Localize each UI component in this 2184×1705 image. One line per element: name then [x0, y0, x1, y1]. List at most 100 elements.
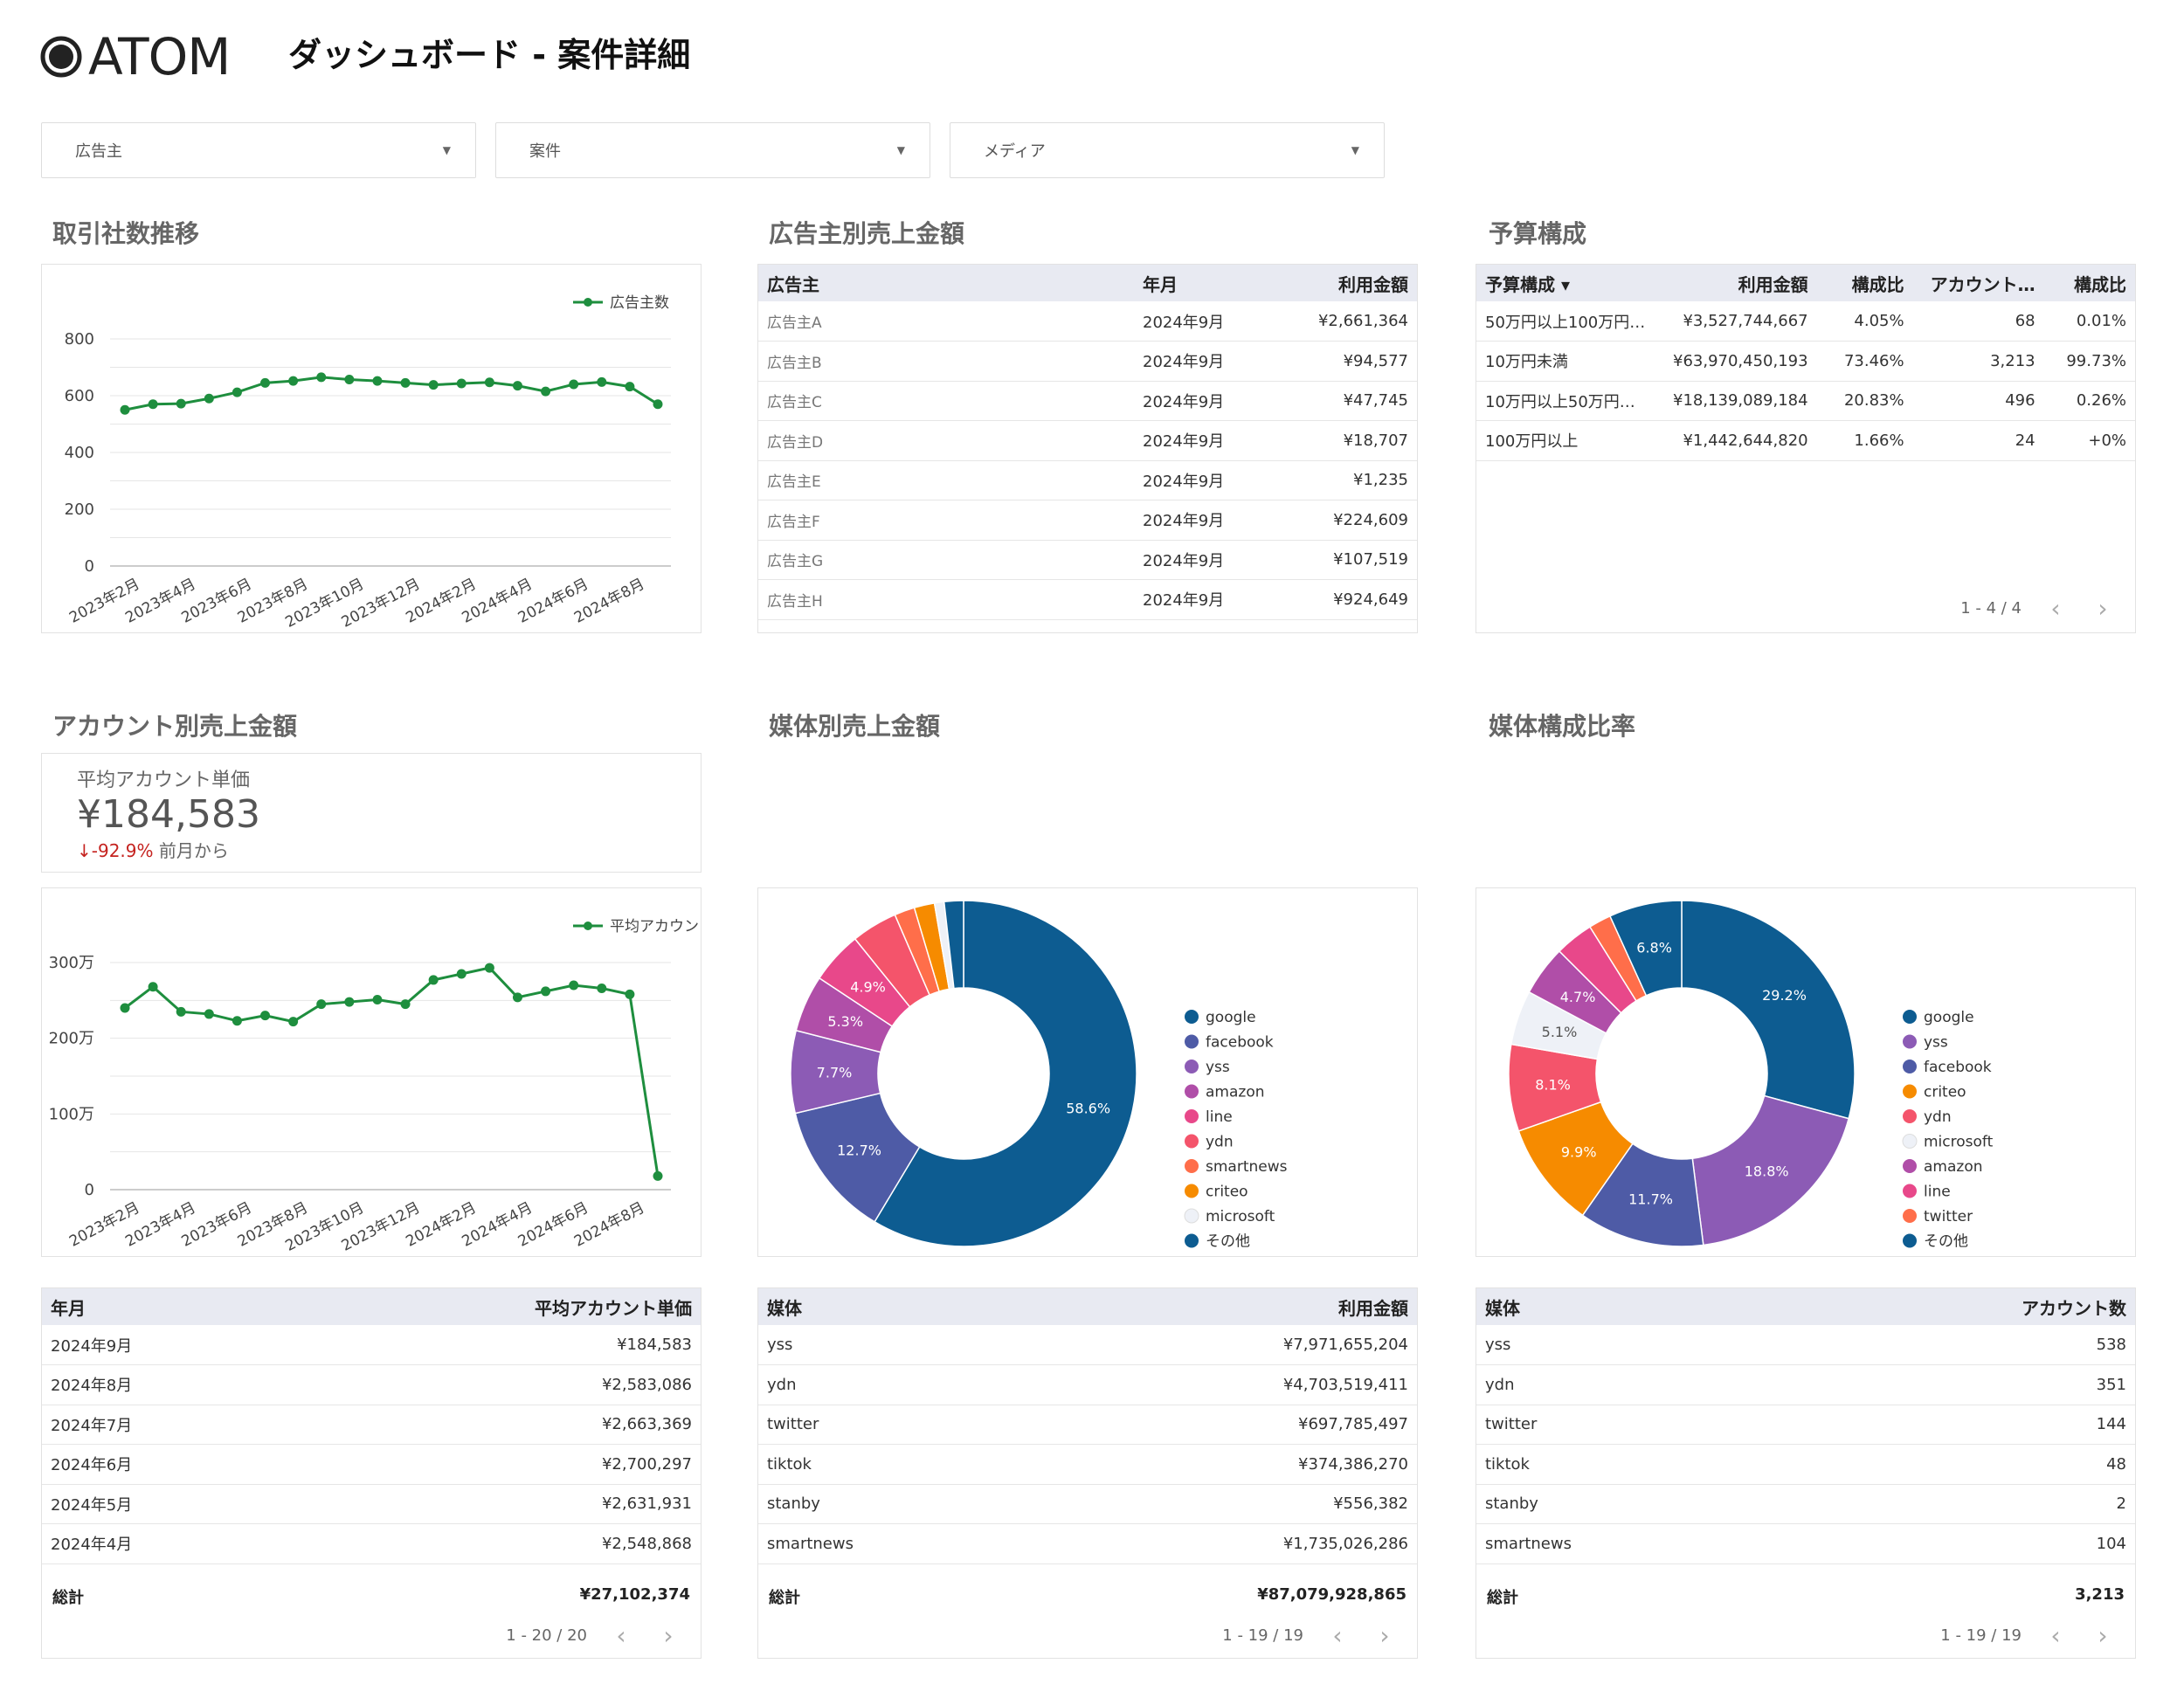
next-page-icon[interactable]: ›: [2098, 593, 2108, 623]
table-row[interactable]: yss 538: [1476, 1325, 2135, 1365]
data-point[interactable]: [541, 386, 551, 397]
table-row[interactable]: 広告主C 2024年9月 ¥47,745: [758, 381, 1417, 421]
table-row[interactable]: 広告主H 2024年9月 ¥924,649: [758, 579, 1417, 620]
next-page-icon[interactable]: ›: [2098, 1620, 2108, 1650]
data-point[interactable]: [484, 963, 494, 973]
data-point[interactable]: [288, 376, 299, 386]
data-point[interactable]: [372, 994, 383, 1004]
data-point[interactable]: [428, 975, 439, 985]
col-header-amount[interactable]: 利用金額: [1035, 1288, 1417, 1325]
table-row[interactable]: yss ¥7,971,655,204: [758, 1325, 1417, 1365]
col-header-month[interactable]: 年月: [42, 1288, 280, 1325]
table-row[interactable]: ydn ¥4,703,519,411: [758, 1364, 1417, 1405]
data-point[interactable]: [569, 379, 579, 390]
prev-page-icon[interactable]: ‹: [2050, 593, 2061, 623]
media-filter[interactable]: メディア ▼: [950, 122, 1385, 178]
col-header-amount[interactable]: 利用金額: [1664, 265, 1817, 301]
data-point[interactable]: [204, 1009, 214, 1019]
table-row[interactable]: 10万円未満 ¥63,970,450,193 73.46% 3,213 99.73%: [1476, 341, 2135, 382]
data-point[interactable]: [344, 997, 355, 1007]
col-header-media[interactable]: 媒体: [1476, 1288, 1780, 1325]
next-page-icon[interactable]: ›: [663, 1620, 674, 1650]
data-point[interactable]: [512, 992, 522, 1003]
donut-slice-その他[interactable]: [1608, 900, 1683, 997]
data-point[interactable]: [372, 376, 383, 386]
table-row[interactable]: 2024年4月 ¥2,548,868: [42, 1523, 701, 1564]
col-header-account-ratio[interactable]: 構成比: [2043, 265, 2135, 301]
table-row[interactable]: 2024年7月 ¥2,663,369: [42, 1405, 701, 1445]
data-point[interactable]: [120, 1003, 130, 1013]
data-point[interactable]: [344, 374, 355, 384]
prev-page-icon[interactable]: ‹: [1332, 1620, 1343, 1650]
col-header-avg-account[interactable]: 平均アカウント単価: [280, 1288, 701, 1325]
data-point[interactable]: [541, 986, 551, 997]
data-point[interactable]: [204, 393, 214, 404]
table-row[interactable]: stanby 2: [1476, 1484, 2135, 1524]
data-point[interactable]: [597, 983, 607, 993]
data-point[interactable]: [625, 989, 635, 999]
data-point[interactable]: [569, 980, 579, 991]
data-point[interactable]: [260, 1011, 271, 1021]
table-row[interactable]: ydn 351: [1476, 1364, 2135, 1405]
table-row[interactable]: 広告主B 2024年9月 ¥94,577: [758, 341, 1417, 382]
prev-page-icon[interactable]: ‹: [2050, 1620, 2061, 1650]
data-point[interactable]: [400, 999, 411, 1010]
table-row[interactable]: 広告主F 2024年9月 ¥224,609: [758, 500, 1417, 541]
project-filter[interactable]: 案件 ▼: [495, 122, 930, 178]
data-point[interactable]: [148, 399, 158, 410]
data-point[interactable]: [597, 376, 607, 387]
col-header-month[interactable]: 年月: [1134, 265, 1274, 301]
data-point[interactable]: [456, 969, 467, 979]
data-point[interactable]: [232, 387, 242, 397]
prev-page-icon[interactable]: ‹: [616, 1620, 626, 1650]
data-point[interactable]: [512, 381, 522, 391]
table-row[interactable]: 100万円以上 ¥1,442,644,820 1.66% 24 +0%: [1476, 420, 2135, 461]
col-header-account-count[interactable]: アカウント数: [1779, 1288, 2135, 1325]
table-row[interactable]: 2024年5月 ¥2,631,931: [42, 1484, 701, 1524]
advertiser-filter[interactable]: 広告主 ▼: [41, 122, 476, 178]
data-point[interactable]: [232, 1016, 242, 1026]
col-header-account[interactable]: アカウント…: [1912, 265, 2044, 301]
col-header-ratio[interactable]: 構成比: [1816, 265, 1913, 301]
table-row[interactable]: 10万円以上50万円… ¥18,139,089,184 20.83% 496 0.26%: [1476, 381, 2135, 421]
data-point[interactable]: [625, 382, 635, 392]
table-row[interactable]: 広告主E 2024年9月 ¥1,235: [758, 460, 1417, 500]
data-point[interactable]: [653, 1170, 663, 1181]
data-point[interactable]: [176, 398, 186, 409]
table-row[interactable]: 2024年9月 ¥184,583: [42, 1325, 701, 1365]
data-point[interactable]: [176, 1006, 186, 1017]
col-header-amount[interactable]: 利用金額: [1274, 265, 1417, 301]
table-row[interactable]: 広告主G 2024年9月 ¥107,519: [758, 540, 1417, 580]
data-point[interactable]: [316, 999, 327, 1010]
col-header-media[interactable]: 媒体: [758, 1288, 1036, 1325]
next-page-icon[interactable]: ›: [1379, 1620, 1390, 1650]
data-point[interactable]: [148, 982, 158, 992]
table-row[interactable]: tiktok ¥374,386,270: [758, 1444, 1417, 1485]
table-row[interactable]: 広告主A 2024年9月 ¥2,661,364: [758, 301, 1417, 342]
data-point[interactable]: [316, 372, 327, 383]
data-point[interactable]: [288, 1017, 299, 1027]
data-point[interactable]: [653, 399, 663, 410]
data-point[interactable]: [260, 377, 271, 388]
table-row[interactable]: 2024年6月 ¥2,700,297: [42, 1444, 701, 1485]
table-row[interactable]: stanby ¥556,382: [758, 1484, 1417, 1524]
donut-slice-google[interactable]: [1681, 900, 1856, 1120]
data-point[interactable]: [456, 378, 467, 389]
donut-slice-google[interactable]: [874, 900, 1137, 1247]
col-header-budget[interactable]: 予算構成 ▾: [1476, 265, 1664, 301]
table-row[interactable]: 2024年8月 ¥2,583,086: [42, 1364, 701, 1405]
donut-slice-その他[interactable]: [943, 900, 964, 990]
col-header-advertiser[interactable]: 広告主: [758, 265, 1134, 301]
donut-slice-yss[interactable]: [1691, 1094, 1850, 1246]
table-row[interactable]: tiktok 48: [1476, 1444, 2135, 1485]
table-row[interactable]: smartnews ¥1,735,026,286: [758, 1523, 1417, 1564]
table-row[interactable]: twitter ¥697,785,497: [758, 1405, 1417, 1445]
data-point[interactable]: [120, 404, 130, 415]
table-row[interactable]: 広告主D 2024年9月 ¥18,707: [758, 420, 1417, 461]
table-row[interactable]: 50万円以上100万円… ¥3,527,744,667 4.05% 68 0.01%: [1476, 301, 2135, 342]
data-point[interactable]: [484, 377, 494, 388]
data-point[interactable]: [428, 380, 439, 390]
table-row[interactable]: twitter 144: [1476, 1405, 2135, 1445]
table-row[interactable]: smartnews 104: [1476, 1523, 2135, 1564]
data-point[interactable]: [400, 377, 411, 388]
